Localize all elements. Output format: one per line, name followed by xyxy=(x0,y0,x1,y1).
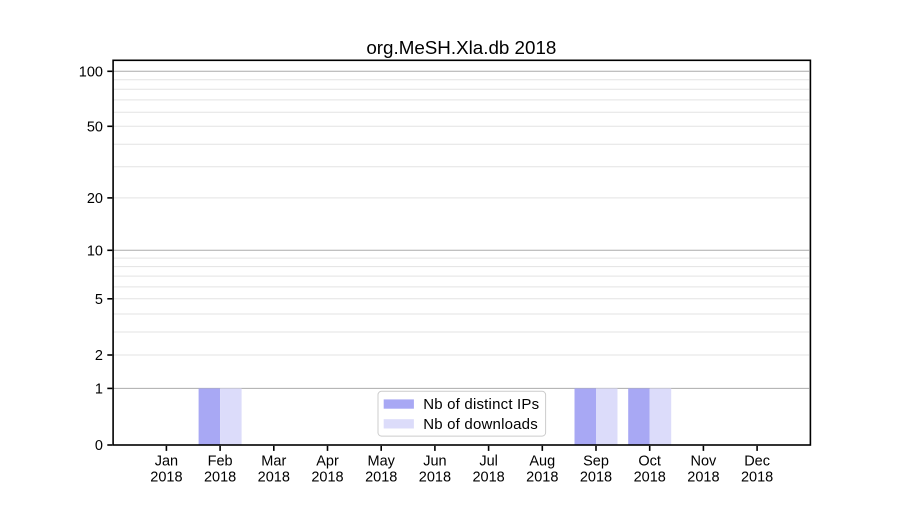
svg-text:May: May xyxy=(367,454,395,470)
svg-text:20: 20 xyxy=(87,191,103,207)
svg-text:org.MeSH.Xla.db 2018: org.MeSH.Xla.db 2018 xyxy=(366,37,556,58)
svg-text:2018: 2018 xyxy=(472,470,504,486)
svg-text:50: 50 xyxy=(87,119,103,135)
svg-text:10: 10 xyxy=(87,243,103,259)
svg-text:2018: 2018 xyxy=(687,470,719,486)
svg-text:Nov: Nov xyxy=(691,454,718,470)
svg-text:Apr: Apr xyxy=(316,454,339,470)
svg-text:Dec: Dec xyxy=(744,454,770,470)
svg-text:2018: 2018 xyxy=(526,470,558,486)
svg-text:Nb of downloads: Nb of downloads xyxy=(423,416,538,433)
svg-text:100: 100 xyxy=(79,64,103,80)
svg-text:2018: 2018 xyxy=(365,470,397,486)
svg-text:5: 5 xyxy=(95,292,103,308)
svg-text:2018: 2018 xyxy=(580,470,612,486)
svg-text:Feb: Feb xyxy=(208,454,233,470)
svg-text:1: 1 xyxy=(95,381,103,397)
svg-text:Jan: Jan xyxy=(155,454,178,470)
svg-text:0: 0 xyxy=(95,438,103,454)
svg-text:Sep: Sep xyxy=(583,454,609,470)
svg-text:Jul: Jul xyxy=(479,454,498,470)
svg-text:2: 2 xyxy=(95,348,103,364)
svg-text:2018: 2018 xyxy=(204,470,236,486)
svg-text:2018: 2018 xyxy=(311,470,343,486)
svg-text:2018: 2018 xyxy=(258,470,290,486)
svg-text:Mar: Mar xyxy=(261,454,286,470)
svg-text:Oct: Oct xyxy=(638,454,661,470)
svg-text:Aug: Aug xyxy=(529,454,555,470)
svg-text:Jun: Jun xyxy=(423,454,446,470)
svg-text:Nb of distinct IPs: Nb of distinct IPs xyxy=(423,396,539,413)
svg-text:2018: 2018 xyxy=(419,470,451,486)
svg-text:2018: 2018 xyxy=(741,470,773,486)
svg-text:2018: 2018 xyxy=(634,470,666,486)
svg-text:2018: 2018 xyxy=(150,470,182,486)
